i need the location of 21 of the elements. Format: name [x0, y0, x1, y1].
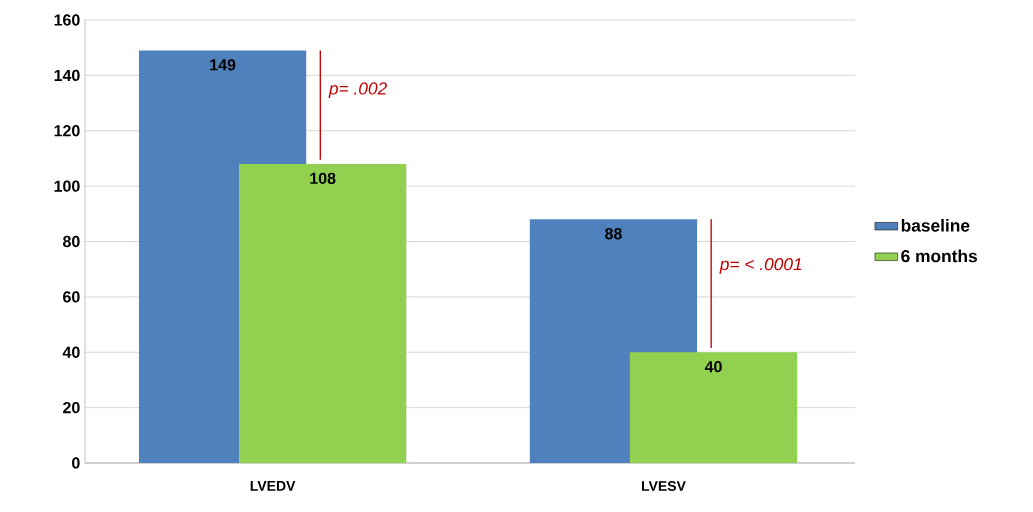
y-tick-label: 120: [54, 125, 80, 137]
annotation: p= .002: [328, 82, 387, 99]
y-tick-label: 0: [72, 457, 80, 469]
x-tick-label: LVEDV: [250, 481, 296, 491]
data-label: 149: [210, 59, 236, 71]
y-tick-label: 80: [63, 235, 80, 248]
y-tick-label: 40: [62, 346, 80, 358]
bar: [629, 352, 798, 463]
y-tick-label: 60: [63, 291, 80, 303]
x-tick-label: LVESV: [641, 481, 686, 491]
data-label: 40: [704, 360, 722, 373]
y-tick-label: 20: [63, 401, 80, 414]
y-tick-label: 140: [54, 69, 80, 82]
y-tick-label: 100: [54, 180, 80, 192]
y-tick-label: 160: [54, 14, 80, 26]
annotation: p= < .0001: [719, 258, 802, 274]
data-label: 88: [605, 228, 622, 240]
bar: [239, 163, 407, 463]
legend-label: baseline: [901, 218, 970, 232]
legend-label: 6 months: [901, 249, 977, 263]
data-label: 108: [310, 172, 336, 185]
